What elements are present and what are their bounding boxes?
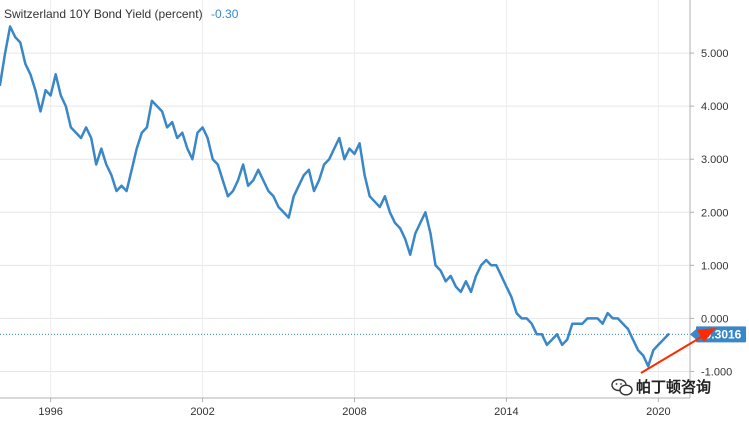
y-tick-label: 5.000	[701, 48, 729, 60]
chart-title-value: -0.30	[211, 7, 239, 21]
y-axis-ticks: 5.000 4.000 3.000 2.000 1.000 0.000 -1.000	[690, 48, 732, 378]
annotation-arrow	[640, 328, 716, 374]
chart-title: Switzerland 10Y Bond Yield (percent)	[4, 7, 203, 21]
x-tick-label: 1996	[38, 406, 62, 418]
y-tick-label: 4.000	[701, 101, 729, 113]
y-tick-label: 2.000	[701, 207, 729, 219]
wechat-icon	[611, 378, 633, 396]
x-axis-ticks: 1996 2002 2008 2014 2020	[38, 398, 671, 418]
vertical-gridlines	[50, 0, 659, 398]
y-tick-label: 1.000	[701, 260, 729, 272]
x-tick-label: 2020	[646, 406, 670, 418]
chart-title-line: Switzerland 10Y Bond Yield (percent) -0.…	[4, 5, 239, 22]
y-tick-label: -1.000	[701, 366, 732, 378]
x-tick-label: 2008	[342, 406, 366, 418]
gridlines	[0, 52, 690, 372]
y-tick-label: 0.000	[701, 313, 729, 325]
x-tick-label: 2002	[190, 406, 214, 418]
series-line	[0, 25, 670, 368]
watermark-text: 帕丁顿咨询	[636, 378, 711, 396]
watermark: 帕丁顿咨询	[611, 378, 711, 396]
x-tick-label: 2014	[494, 406, 518, 418]
last-value-badge: -0.3016	[690, 326, 746, 343]
badge-pointer	[690, 328, 697, 341]
y-tick-label: 3.000	[701, 154, 729, 166]
